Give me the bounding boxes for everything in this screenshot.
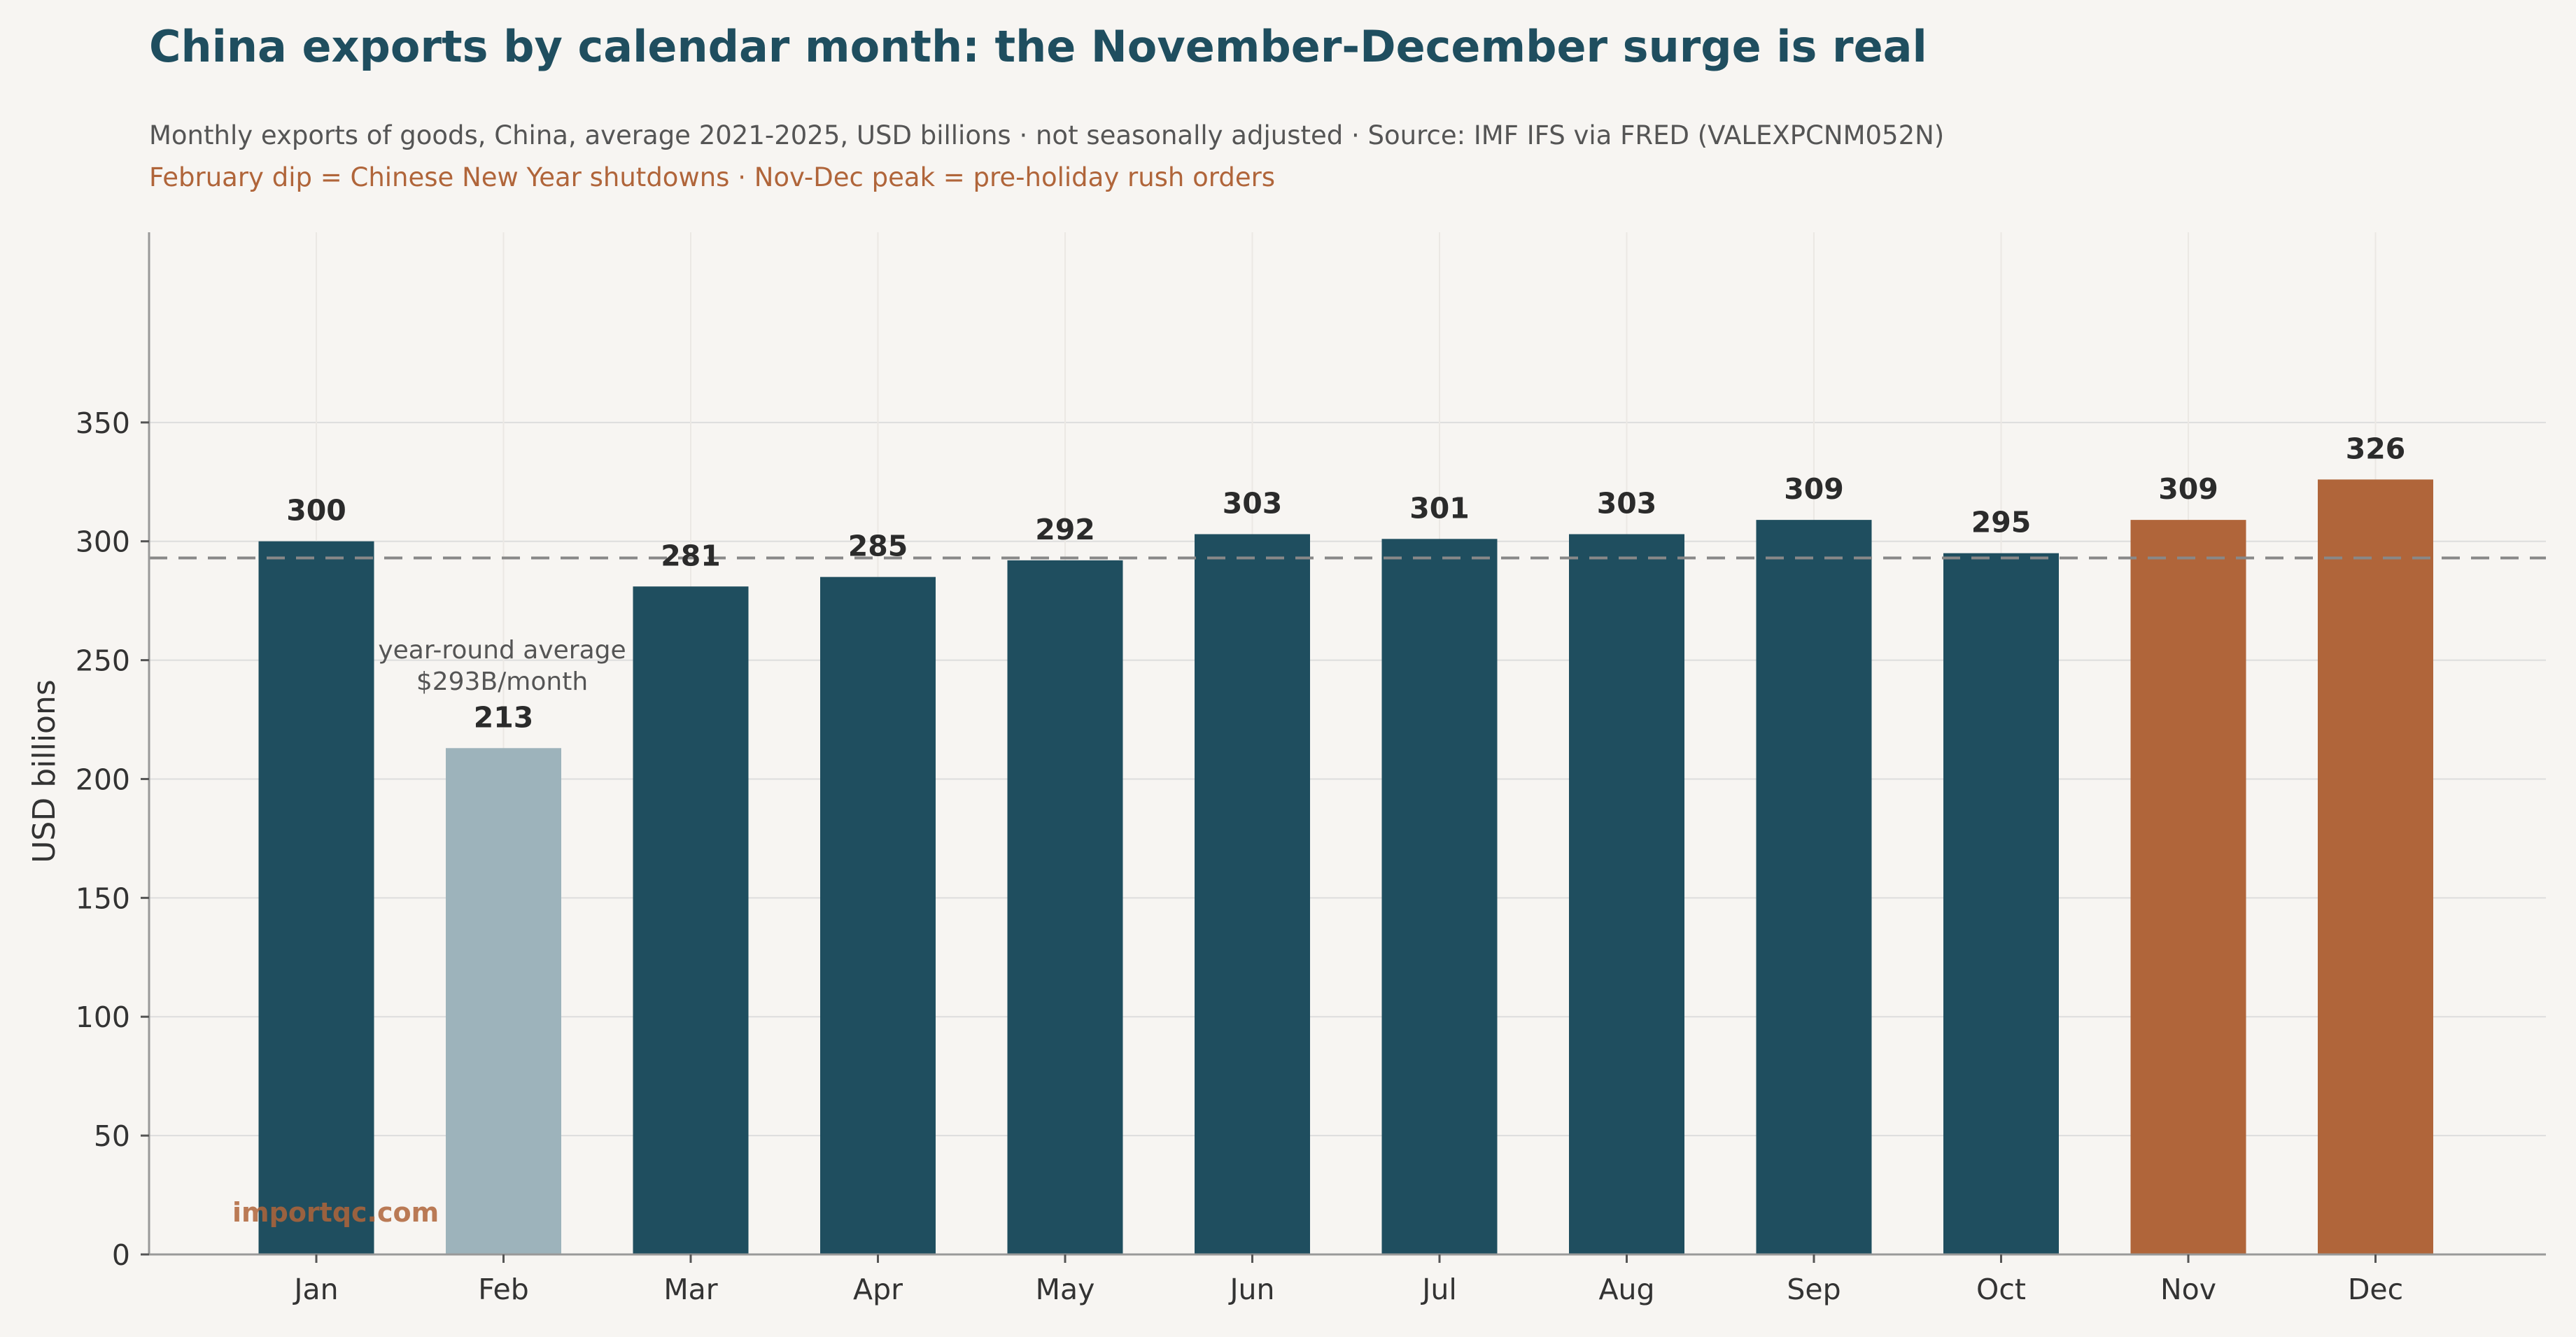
y-axis-title: USD billions (27, 679, 62, 863)
x-tick-label-dec: Dec (2348, 1273, 2403, 1306)
chart-note: February dip = Chinese New Year shutdown… (149, 162, 1276, 192)
value-label-oct: 295 (1971, 506, 2032, 539)
value-label-dec: 326 (2346, 432, 2406, 465)
value-label-jun: 303 (1223, 487, 1283, 521)
y-tick-label: 250 (76, 644, 130, 678)
value-label-sep: 309 (1784, 472, 1844, 506)
bar-mar (633, 586, 749, 1254)
y-tick-label: 200 (76, 763, 130, 796)
bar-jan (258, 541, 374, 1254)
bar-sep (1756, 520, 1872, 1254)
bar-dec (2318, 479, 2433, 1254)
value-label-aug: 303 (1597, 487, 1657, 521)
bars (258, 479, 2433, 1254)
axes (141, 232, 2546, 1263)
bar-feb (446, 748, 561, 1254)
x-tick-label-apr: Apr (853, 1273, 903, 1306)
chart-title: China exports by calendar month: the Nov… (149, 21, 1927, 72)
value-label-mar: 281 (661, 539, 721, 572)
x-tick-label-jun: Jun (1227, 1273, 1274, 1306)
x-tick-label-nov: Nov (2160, 1273, 2216, 1306)
watermark-text: importqc.com (232, 1197, 439, 1228)
value-label-nov: 309 (2158, 472, 2218, 506)
value-label-apr: 285 (848, 530, 908, 563)
average-label-line1: year-round average (378, 636, 626, 665)
labels: 0 50 100 150 200 250 300 350 Jan 300 Feb 213 Mar 281 A… (27, 406, 2405, 1306)
x-tick-label-sep: Sep (1787, 1273, 1840, 1306)
y-tick-label: 0 (112, 1238, 130, 1272)
value-label-jul: 301 (1409, 491, 1470, 525)
bar-nov (2130, 520, 2246, 1254)
bar-aug (1569, 534, 1684, 1254)
bar-jun (1195, 534, 1310, 1254)
x-tick-label-may: May (1036, 1273, 1095, 1306)
x-tick-label-jul: Jul (1420, 1273, 1456, 1306)
y-tick-label: 150 (76, 882, 130, 915)
bar-apr (820, 576, 936, 1254)
x-tick-label-oct: Oct (1976, 1273, 2026, 1306)
y-tick-label: 100 (76, 1000, 130, 1034)
x-tick-label-feb: Feb (478, 1273, 529, 1306)
chart-subtitle: Monthly exports of goods, China, average… (149, 120, 1945, 150)
x-tick-label-mar: Mar (663, 1273, 717, 1306)
value-label-may: 292 (1035, 513, 1095, 546)
bar-jul (1381, 539, 1498, 1254)
y-tick-label: 350 (76, 406, 130, 440)
average-label-line2: $293B/month (416, 667, 588, 696)
y-tick-label: 300 (76, 525, 130, 559)
y-tick-label: 50 (94, 1119, 130, 1153)
value-label-feb: 213 (474, 700, 534, 734)
value-label-jan: 300 (286, 494, 346, 528)
bar-may (1007, 560, 1123, 1254)
average-line-group: year-round average$293B/month (149, 556, 2546, 696)
bar-oct (1943, 553, 2059, 1254)
x-tick-label-jan: Jan (292, 1273, 338, 1306)
x-tick-label-aug: Aug (1598, 1273, 1654, 1306)
